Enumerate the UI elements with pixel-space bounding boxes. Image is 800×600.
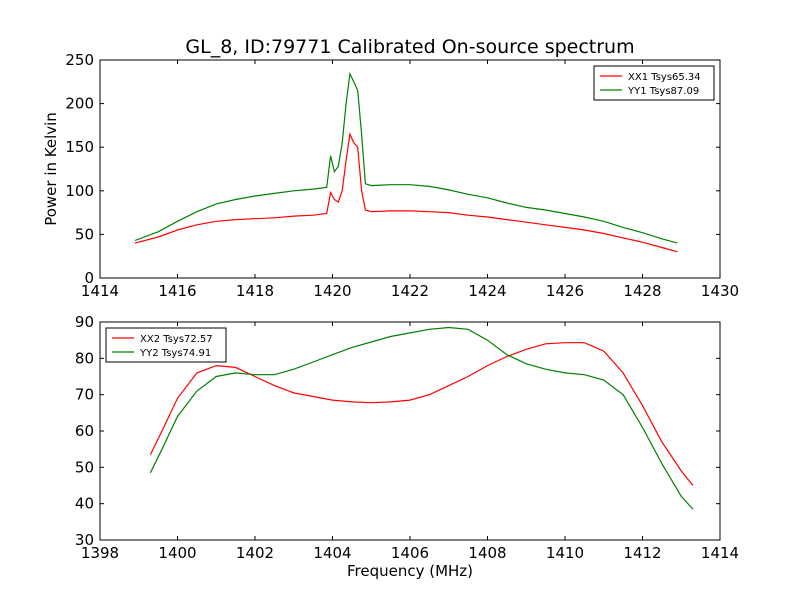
top-series-line-1 [134, 131, 678, 253]
top-series-line-2 [134, 71, 678, 244]
top-x-tick-label: 1414 [81, 282, 119, 300]
top-y-tick-label: 200 [65, 95, 94, 113]
bottom-x-tick-label: 1414 [701, 544, 739, 562]
bottom-series-line-1 [149, 342, 694, 486]
bottom-legend-label-2: YY2 Tsys74.91 [139, 348, 211, 359]
top-x-tick-label: 1424 [468, 282, 506, 300]
top-x-tick-label: 1422 [391, 282, 429, 300]
top-x-tick-label: 1420 [313, 282, 351, 300]
top-x-tick-label: 1430 [701, 282, 739, 300]
top-legend-label-2: YY1 Tsys87.09 [627, 86, 699, 97]
bottom-series-line-2 [149, 326, 694, 510]
bottom-x-tick-label: 1408 [468, 544, 506, 562]
bottom-y-tick-label: 60 [75, 422, 94, 440]
bottom-x-tick-label: 1398 [81, 544, 119, 562]
top-y-tick-label: 50 [75, 225, 94, 243]
top-y-tick-label: 150 [65, 138, 94, 156]
bottom-x-tick-label: 1410 [546, 544, 584, 562]
bottom-y-tick-label: 40 [75, 495, 94, 513]
top-x-tick-label: 1428 [623, 282, 661, 300]
bottom-y-tick-label: 90 [75, 313, 94, 331]
top-legend: XX1 Tsys65.34 YY1 Tsys87.09 [593, 65, 715, 101]
top-x-tick-label: 1416 [158, 282, 196, 300]
top-subplot: Power in Kelvin 1414 1416 1418 1420 1422 1424… [42, 51, 739, 300]
bottom-legend-label-1: XX2 Tsys72.57 [140, 334, 213, 345]
top-y-tick-label: 100 [65, 182, 94, 200]
figure-title: GL_8, ID:79771 Calibrated On-source spec… [185, 36, 634, 58]
bottom-x-tick-label: 1406 [391, 544, 429, 562]
bottom-x-tick-label: 1402 [236, 544, 274, 562]
bottom-y-tick-label: 80 [75, 349, 94, 367]
bottom-x-tick-label: 1404 [313, 544, 351, 562]
top-legend-label-1: XX1 Tsys65.34 [628, 72, 701, 83]
top-y-tick-label: 250 [65, 51, 94, 69]
top-y-tick-label: 0 [84, 269, 94, 287]
top-x-tick-label: 1418 [236, 282, 274, 300]
bottom-x-tick-label: 1400 [158, 544, 196, 562]
bottom-subplot: Frequency (MHz) 1398 1400 1402 1404 1406 1408… [75, 313, 739, 580]
top-legend-box [593, 65, 715, 101]
bottom-y-tick-label: 50 [75, 458, 94, 476]
bottom-y-tick-label: 70 [75, 386, 94, 404]
bottom-x-axis-label: Frequency (MHz) [347, 562, 473, 580]
top-y-axis-label: Power in Kelvin [42, 112, 60, 226]
bottom-x-tick-label: 1412 [623, 544, 661, 562]
top-x-tick-label: 1426 [546, 282, 584, 300]
bottom-legend-box [105, 327, 227, 363]
bottom-y-tick-label: 30 [75, 531, 94, 549]
bottom-legend: XX2 Tsys72.57 YY2 Tsys74.91 [105, 327, 227, 363]
